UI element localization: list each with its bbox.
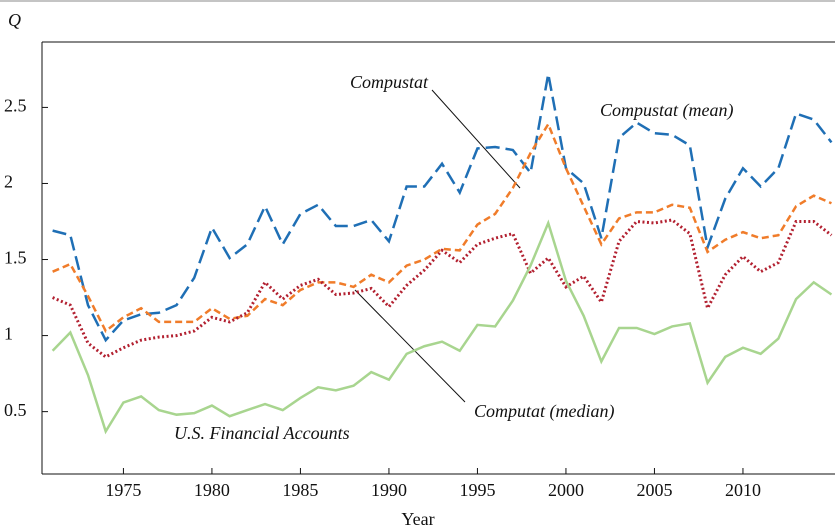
x-tick-label: 2010 bbox=[725, 480, 761, 500]
x-tick-label: 2000 bbox=[548, 480, 584, 500]
series-label: Compustat (mean) bbox=[600, 100, 734, 121]
leader-line bbox=[354, 289, 466, 403]
leader-line bbox=[431, 89, 521, 189]
x-tick-label: 1985 bbox=[282, 480, 318, 500]
series-line bbox=[52, 121, 832, 333]
x-tick-label: 1995 bbox=[459, 480, 495, 500]
x-tick-label: 1990 bbox=[371, 480, 407, 500]
series-line bbox=[51, 219, 833, 435]
series-label: Computat (median) bbox=[474, 401, 614, 422]
x-tick-label: 2005 bbox=[636, 480, 672, 500]
series-line bbox=[52, 73, 833, 343]
y-tick-label: 1 bbox=[4, 324, 13, 344]
y-axis-label: Q bbox=[8, 10, 21, 30]
y-tick-label: 0.5 bbox=[4, 400, 27, 420]
x-tick-label: 1975 bbox=[105, 480, 141, 500]
series-label: U.S. Financial Accounts bbox=[174, 423, 350, 443]
y-tick-label: 2.5 bbox=[4, 96, 27, 116]
x-axis-label: Year bbox=[401, 509, 434, 529]
y-tick-label: 2 bbox=[4, 172, 13, 192]
series-line bbox=[52, 218, 833, 359]
y-tick-label: 1.5 bbox=[4, 248, 27, 268]
series-label: Compustat bbox=[350, 72, 429, 92]
x-tick-label: 1980 bbox=[194, 480, 230, 500]
